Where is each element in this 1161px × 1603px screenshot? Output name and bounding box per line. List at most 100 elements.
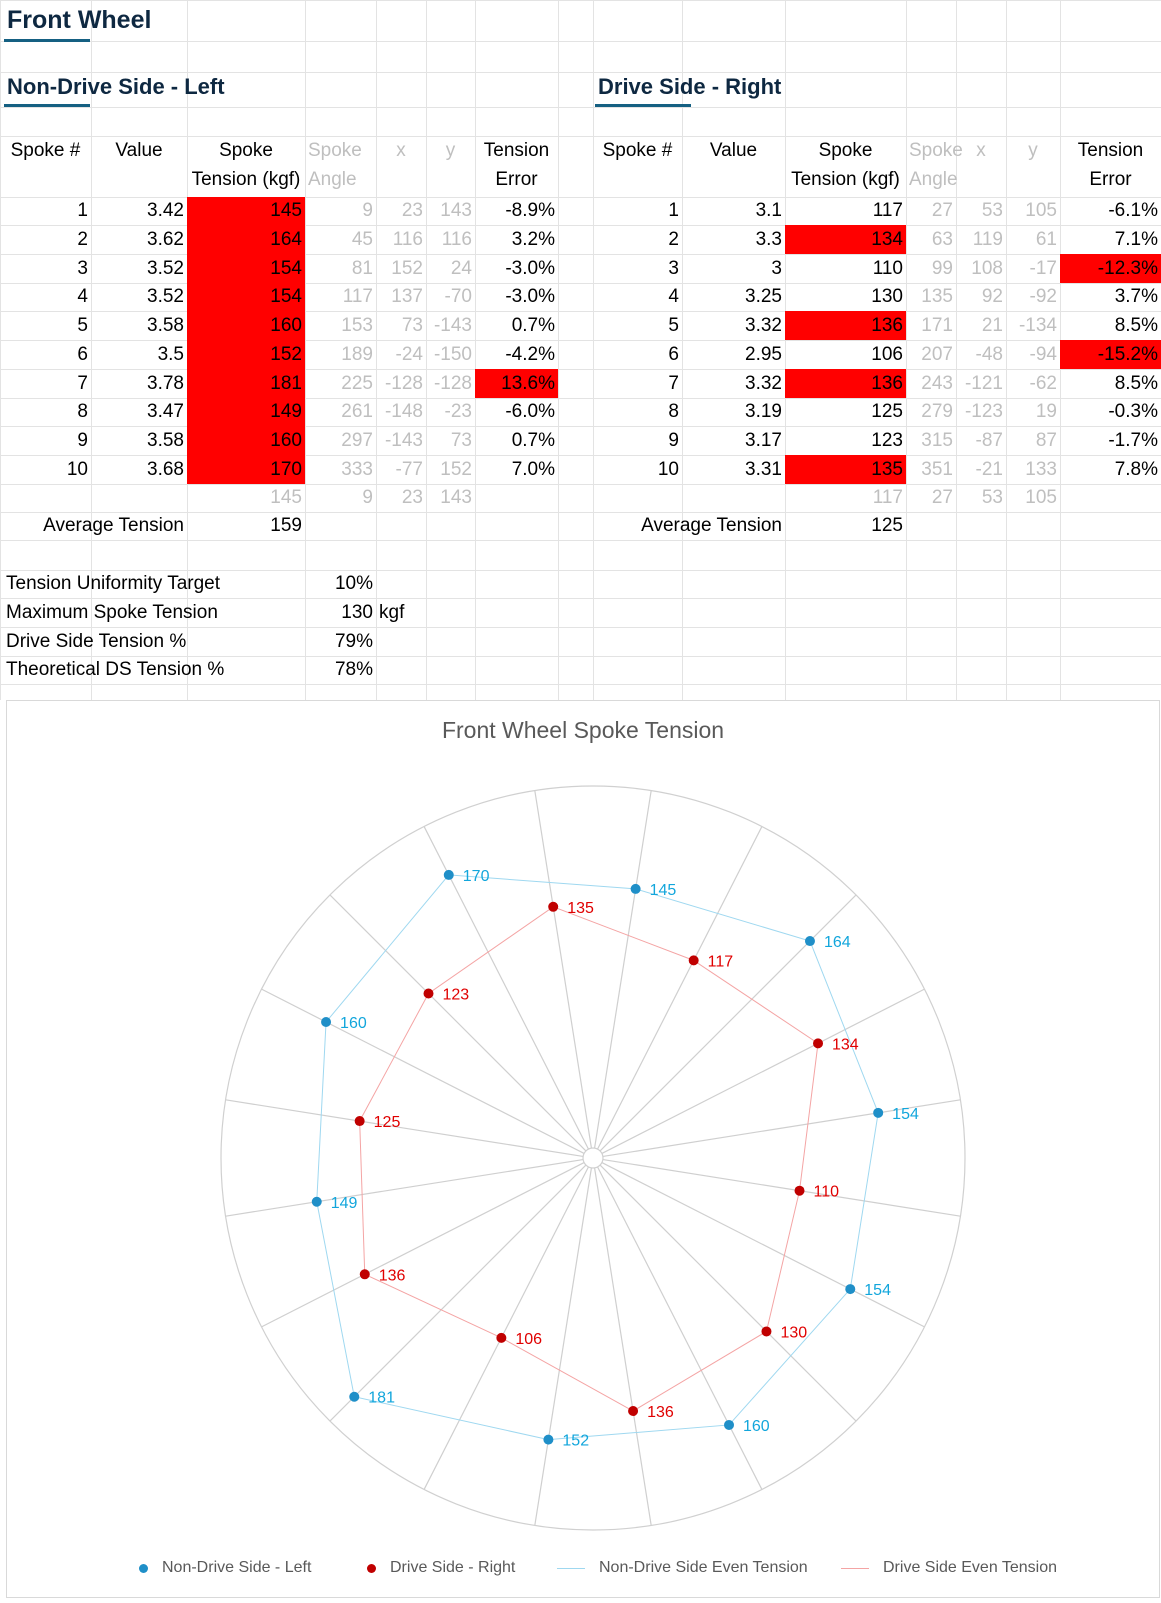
left-row-angle[interactable]: 333 xyxy=(341,459,373,480)
left-row-y[interactable]: -143 xyxy=(433,315,472,336)
right-header-error-1[interactable]: Tension xyxy=(1077,140,1144,161)
left-header-error-2[interactable]: Error xyxy=(495,169,538,190)
right-row-x[interactable]: -123 xyxy=(964,401,1003,422)
summary-unit[interactable] xyxy=(376,656,426,684)
left-row-tension[interactable]: 154 xyxy=(187,254,305,283)
left-header-y[interactable]: y xyxy=(445,140,456,161)
right-row-spoke[interactable]: 9 xyxy=(668,430,679,451)
left-row-tension[interactable]: 181 xyxy=(187,369,305,398)
right-row-error[interactable]: -1.7% xyxy=(1108,430,1158,451)
right-row-value[interactable]: 2.95 xyxy=(745,344,782,365)
left-row-angle[interactable]: 189 xyxy=(341,344,373,365)
left-row-angle[interactable]: 45 xyxy=(351,229,373,250)
left-row-tension[interactable]: 154 xyxy=(187,283,305,311)
left-row-error[interactable]: -3.0% xyxy=(505,258,555,279)
left-header-tension-2[interactable]: Tension (kgf) xyxy=(191,169,301,190)
left-row-angle[interactable]: 153 xyxy=(341,315,373,336)
right-row-x[interactable]: -48 xyxy=(975,344,1003,365)
left-row-error[interactable]: -8.9% xyxy=(505,200,555,221)
right-row-x[interactable]: -21 xyxy=(975,459,1003,480)
summary-unit[interactable] xyxy=(376,570,426,598)
left-row-spoke[interactable]: 6 xyxy=(77,344,88,365)
left-row-y[interactable]: 143 xyxy=(440,200,472,221)
summary-unit[interactable] xyxy=(376,627,426,656)
right-row-angle[interactable]: 279 xyxy=(921,401,953,422)
right-row-error[interactable]: 8.5% xyxy=(1114,373,1158,394)
left-row-y[interactable]: 73 xyxy=(450,430,472,451)
right-row-error[interactable]: 8.5% xyxy=(1114,315,1158,336)
left-extra-x[interactable]: 23 xyxy=(401,487,423,508)
left-header-angle-2[interactable]: Angle xyxy=(308,169,357,190)
right-row-angle[interactable]: 171 xyxy=(921,315,953,336)
left-row-value[interactable]: 3.68 xyxy=(147,459,184,480)
right-row-y[interactable]: 87 xyxy=(1035,430,1057,451)
right-row-error[interactable]: -6.1% xyxy=(1108,200,1158,221)
right-row-spoke[interactable]: 2 xyxy=(668,229,679,250)
left-header-error-1[interactable]: Tension xyxy=(483,140,550,161)
right-row-y[interactable]: 133 xyxy=(1025,459,1057,480)
left-row-spoke[interactable]: 10 xyxy=(66,459,88,480)
summary-label[interactable]: Tension Uniformity Target xyxy=(6,573,221,594)
left-row-spoke[interactable]: 8 xyxy=(77,401,88,422)
right-row-spoke[interactable]: 8 xyxy=(668,401,679,422)
right-row-value[interactable]: 3.3 xyxy=(755,229,782,250)
right-row-error[interactable]: -15.2% xyxy=(1060,340,1161,369)
left-row-y[interactable]: 24 xyxy=(450,258,472,279)
summary-label[interactable]: Drive Side Tension % xyxy=(6,631,187,652)
left-row-spoke[interactable]: 5 xyxy=(77,315,88,336)
left-row-tension[interactable]: 152 xyxy=(187,340,305,369)
right-row-spoke[interactable]: 3 xyxy=(668,258,679,279)
right-row-angle[interactable]: 135 xyxy=(921,286,953,307)
right-extra-y[interactable]: 105 xyxy=(1025,487,1057,508)
right-row-tension[interactable]: 136 xyxy=(785,369,906,398)
right-row-x[interactable]: 108 xyxy=(971,258,1003,279)
right-header-y[interactable]: y xyxy=(1028,140,1038,161)
left-row-angle[interactable]: 225 xyxy=(341,373,373,394)
summary-value[interactable]: 130 xyxy=(341,602,373,623)
right-header-angle-1[interactable]: Spoke xyxy=(909,140,963,161)
left-row-value[interactable]: 3.42 xyxy=(147,200,184,221)
right-row-x[interactable]: -87 xyxy=(975,430,1003,451)
summary-value[interactable]: 79% xyxy=(334,631,373,652)
left-row-error[interactable]: 0.7% xyxy=(511,430,555,451)
right-row-spoke[interactable]: 6 xyxy=(668,344,679,365)
right-row-error[interactable]: 7.1% xyxy=(1114,229,1158,250)
left-row-value[interactable]: 3.5 xyxy=(157,344,184,365)
right-row-tension[interactable]: 130 xyxy=(871,286,903,307)
left-row-x[interactable]: 152 xyxy=(391,258,423,279)
right-row-x[interactable]: -121 xyxy=(964,373,1003,394)
left-row-y[interactable]: -150 xyxy=(433,344,472,365)
left-row-error[interactable]: 7.0% xyxy=(511,459,555,480)
left-row-x[interactable]: 73 xyxy=(401,315,423,336)
left-row-tension[interactable]: 164 xyxy=(187,225,305,254)
left-row-angle[interactable]: 81 xyxy=(351,258,373,279)
right-row-spoke[interactable]: 5 xyxy=(668,315,679,336)
left-row-value[interactable]: 3.58 xyxy=(147,315,184,336)
left-row-angle[interactable]: 261 xyxy=(341,401,373,422)
right-row-error[interactable]: 7.8% xyxy=(1114,459,1158,480)
left-row-x[interactable]: -148 xyxy=(384,401,423,422)
left-row-x[interactable]: -77 xyxy=(395,459,423,480)
left-row-error[interactable]: -4.2% xyxy=(505,344,555,365)
left-extra-angle[interactable]: 9 xyxy=(362,487,373,508)
right-row-tension[interactable]: 125 xyxy=(871,401,903,422)
right-row-angle[interactable]: 243 xyxy=(921,373,953,394)
right-row-value[interactable]: 3.17 xyxy=(745,430,782,451)
summary-label[interactable]: Theoretical DS Tension % xyxy=(6,659,225,680)
right-row-y[interactable]: -92 xyxy=(1029,286,1057,307)
right-row-spoke[interactable]: 1 xyxy=(668,200,679,221)
left-header-angle-1[interactable]: Spoke xyxy=(308,140,362,161)
left-row-tension[interactable]: 160 xyxy=(187,426,305,455)
left-row-x[interactable]: -24 xyxy=(395,344,423,365)
right-header-error-2[interactable]: Error xyxy=(1089,169,1132,190)
right-row-error[interactable]: -0.3% xyxy=(1108,401,1158,422)
right-row-angle[interactable]: 27 xyxy=(931,200,953,221)
right-row-y[interactable]: -17 xyxy=(1029,258,1057,279)
right-row-tension[interactable]: 134 xyxy=(785,225,906,254)
left-row-spoke[interactable]: 7 xyxy=(77,373,88,394)
left-row-y[interactable]: 116 xyxy=(441,229,472,250)
right-row-value[interactable]: 3.25 xyxy=(745,286,782,307)
right-row-tension[interactable]: 136 xyxy=(785,311,906,340)
right-row-tension[interactable]: 106 xyxy=(871,344,903,365)
left-row-value[interactable]: 3.78 xyxy=(147,373,184,394)
